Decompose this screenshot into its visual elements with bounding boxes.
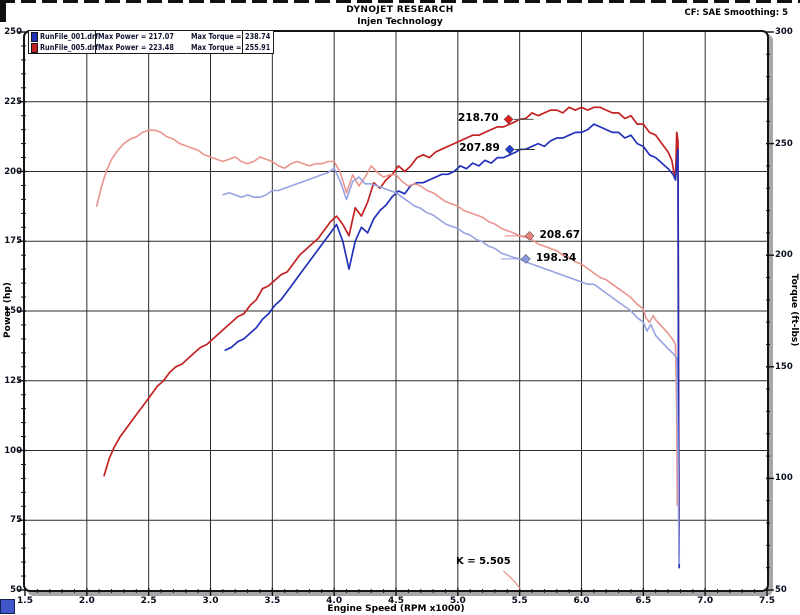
legend-max-power: Max Power = 223.48 [98, 43, 174, 52]
run1-color-marker-icon [31, 31, 38, 42]
correction-smoothing-label: CF: SAE Smoothing: 5 [684, 8, 789, 18]
legend-run-name: RunFile_005.drf [40, 43, 99, 52]
cursor-value-blue-power: 207.89 [459, 142, 500, 155]
rpm-cursor-readout: K = 5.505 [456, 556, 511, 567]
legend-max-torque-label: Max Torque = [190, 43, 241, 52]
cursor-value-red-power: 218.70 [458, 112, 499, 125]
cursor-value-blue-torque: 198.34 [535, 251, 577, 264]
torque-axis-label: Torque (ft-lbs) [789, 273, 799, 347]
power-axis-label: Power (hp) [3, 282, 13, 338]
legend-max-torque-value: 255.91 [245, 43, 271, 52]
legend-box: RunFile_001.drf Max Power = 217.07 Max T… [28, 30, 274, 54]
legend-max-torque-label: Max Torque = [190, 32, 241, 41]
run2-color-marker-icon [31, 42, 38, 53]
taskbar-window-icon [0, 599, 15, 614]
chart-title: DYNOJET RESEARCH [346, 5, 454, 15]
legend-row: RunFile_001.drf Max Power = 217.07 Max T… [29, 31, 273, 42]
legend-max-power: Max Power = 217.07 [98, 32, 174, 41]
cursor-value-red-torque: 208.67 [539, 228, 581, 241]
legend-row: RunFile_005.drf Max Power = 223.48 Max T… [29, 42, 273, 53]
chart-subtitle: Injen Technology [357, 17, 443, 27]
legend-run-name: RunFile_001.drf [40, 32, 99, 41]
legend-max-torque-value: 238.74 [245, 32, 271, 41]
screenshot-top-edge-artifact [0, 0, 800, 3]
rpm-axis-label: Engine Speed (RPM x1000) [327, 604, 465, 614]
screenshot-corner-artifact [0, 0, 6, 22]
